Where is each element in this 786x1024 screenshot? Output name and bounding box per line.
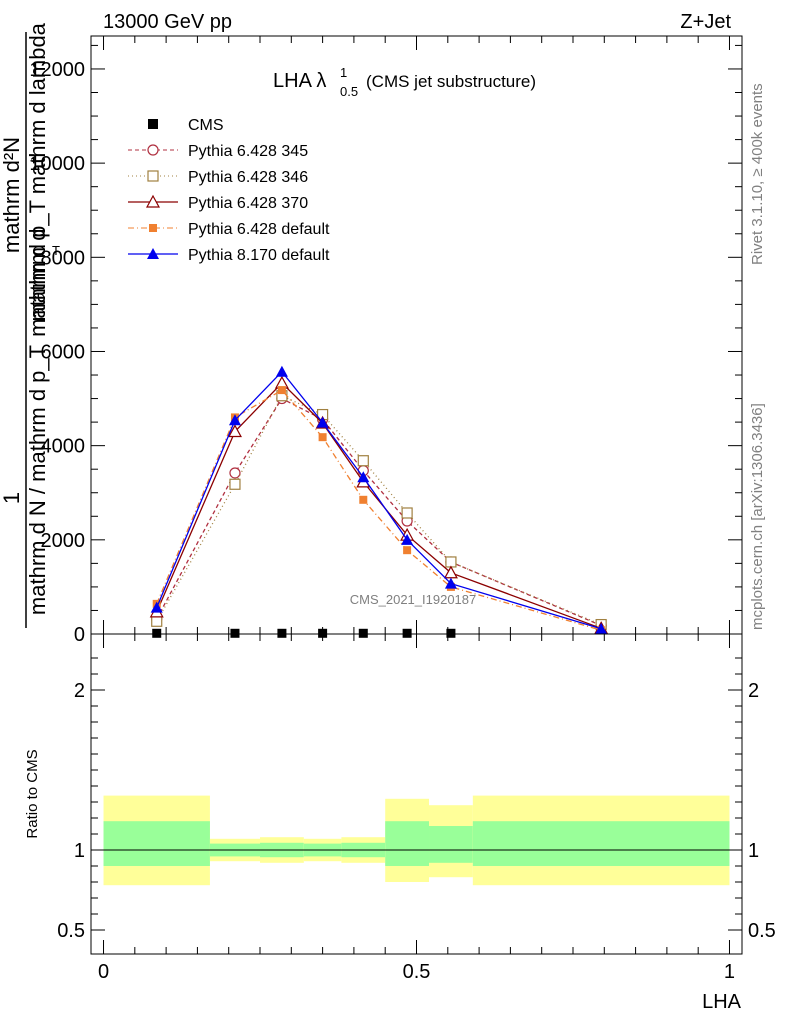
- title-superscript: 1: [340, 65, 347, 80]
- pydef-data-point: [359, 495, 368, 504]
- ratio-band-inner: [429, 826, 473, 863]
- cms-data-point: [446, 628, 456, 638]
- x-tick-label: 1: [724, 961, 735, 983]
- title-tail: (CMS jet substructure): [366, 72, 536, 91]
- y-label-lead: mathrm d: [25, 229, 50, 322]
- ratio-y-tick-label-left: 2: [74, 680, 85, 702]
- y-axis-label: 1 mathrm d²N mathrm d mathrm d p_T mathr…: [0, 22, 60, 628]
- cms-data-point: [318, 628, 328, 638]
- ratio-band-inner: [472, 821, 730, 866]
- pydef-data-point: [318, 433, 327, 442]
- py346-data-point: [357, 455, 369, 467]
- legend-pydef-label: Pythia 6.428 default: [188, 221, 330, 238]
- x-tick-label: 0: [98, 961, 109, 983]
- py8-data-point: [357, 471, 370, 483]
- legend-py370-marker: [145, 194, 161, 208]
- ratio-y-tick-label-right: 1: [748, 840, 759, 862]
- y-label-den-top: mathrm d p_T mathrm d lambda: [25, 22, 50, 337]
- py8-data-point: [275, 365, 288, 377]
- py346-data-point: [445, 556, 457, 568]
- py370-data-point: [227, 424, 242, 438]
- ratio-y-tick-label-right: 0.5: [748, 920, 776, 942]
- ratio-band-inner: [103, 821, 210, 866]
- cms-data-point: [277, 628, 287, 638]
- py8-data-point: [316, 416, 329, 428]
- y-tick-label: 10000: [29, 153, 85, 175]
- cms-data-point: [358, 628, 368, 638]
- y-tick-label: 4000: [41, 436, 86, 458]
- plot-title: LHA λ 1 0.5 (CMS jet substructure): [273, 65, 536, 99]
- title-main: LHA λ: [273, 70, 326, 92]
- ratio-y-tick-label-left: 1: [74, 840, 85, 862]
- y-label-d2n: mathrm d²N: [0, 137, 24, 253]
- y-tick-label: 2000: [41, 530, 86, 552]
- py346-series-line: [156, 394, 602, 626]
- pydef-data-point: [277, 386, 286, 395]
- py8-data-point: [228, 414, 241, 426]
- process-label: Z+Jet: [680, 11, 731, 33]
- y-label-den-full: mathrm d N / mathrm d p_T: [25, 345, 50, 615]
- y-tick-label: 0: [74, 624, 85, 646]
- legend-py345-marker: [147, 144, 159, 156]
- cms-data-point: [230, 628, 240, 638]
- legend-py345-label: Pythia 6.428 345: [188, 143, 308, 160]
- py345-series-line: [156, 397, 602, 627]
- legend-py8-marker: [147, 248, 159, 259]
- legend-pydef-marker: [149, 224, 157, 232]
- ratio-y-axis-label: Ratio to CMS: [24, 749, 41, 838]
- py8-data-point: [401, 533, 414, 545]
- x-axis-label: LHA: [702, 991, 742, 1013]
- energy-label: 13000 GeV pp: [103, 11, 232, 33]
- rivet-label: Rivet 3.1.10, ≥ 400k events: [749, 83, 766, 265]
- y-label-numerator: 1: [0, 492, 24, 504]
- py8-data-point: [595, 622, 608, 634]
- cms-data-point: [152, 628, 162, 638]
- py345-data-point: [229, 467, 241, 479]
- py370-series-line: [156, 382, 602, 629]
- ratio-band-inner: [385, 821, 430, 866]
- py8-data-point: [444, 577, 457, 589]
- legend-py8-label: Pythia 8.170 default: [188, 247, 330, 264]
- ratio-y-tick-label-right: 2: [748, 680, 759, 702]
- title-subscript: 0.5: [340, 84, 358, 99]
- legend-py346-marker: [147, 170, 159, 182]
- ratio-plot-frame: [90, 633, 743, 955]
- py8-data-point: [150, 601, 163, 613]
- ratio-y-tick-label-left: 0.5: [57, 920, 85, 942]
- legend-py370-label: Pythia 6.428 370: [188, 195, 308, 212]
- pydef-data-point: [403, 546, 412, 555]
- py346-data-point: [229, 478, 241, 490]
- cms-data-point: [402, 628, 412, 638]
- y-tick-label: 6000: [41, 341, 86, 363]
- y-label-sub-t: T: [52, 243, 60, 258]
- mcplots-label: mcplots.cern.ch [arXiv:1306.3436]: [749, 403, 766, 630]
- legend-cms-marker: [148, 119, 158, 129]
- legend-cms-label: CMS: [188, 117, 224, 134]
- x-tick-label: 0.5: [403, 961, 431, 983]
- y-tick-label: 8000: [41, 247, 86, 269]
- py8-series-line: [156, 370, 602, 630]
- y-tick-label: 12000: [29, 59, 85, 81]
- legend-py346-label: Pythia 6.428 346: [188, 169, 308, 186]
- analysis-watermark: CMS_2021_I1920187: [350, 592, 477, 607]
- py346-data-point: [151, 615, 163, 627]
- legend: CMS Pythia 6.428 345 Pythia 6.428 346 Py…: [128, 117, 330, 264]
- py346-data-point: [401, 507, 413, 519]
